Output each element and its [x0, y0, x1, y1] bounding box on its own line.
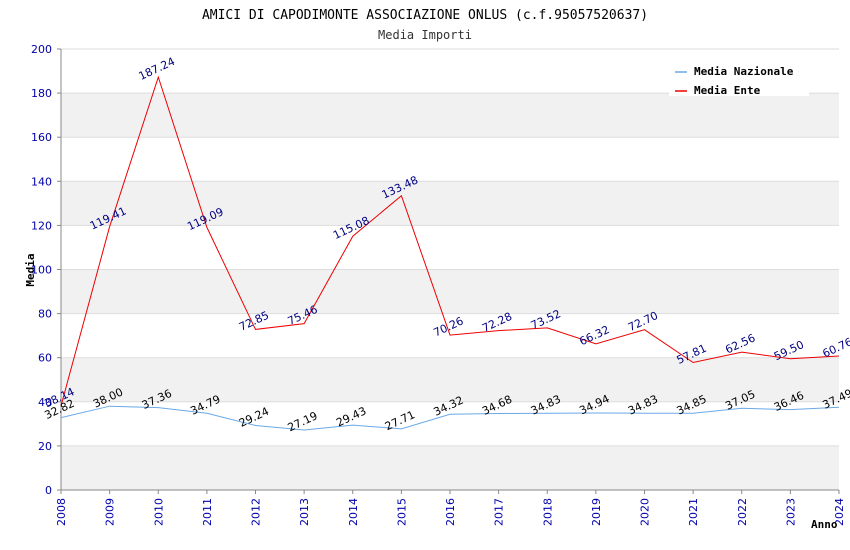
x-axis-ticks: 2008 2009 2010 2011 2012 2013 2014 2015 2016 2017… — [55, 498, 846, 526]
y-axis-label: Media — [24, 253, 37, 286]
y-tick-label: 40 — [38, 396, 52, 409]
x-tick-label: 2015 — [395, 498, 408, 526]
y-tick-label: 100 — [31, 264, 52, 277]
y-tick-label: 0 — [45, 484, 52, 497]
y-tick-label: 180 — [31, 87, 52, 100]
y-tick-label: 20 — [38, 440, 52, 453]
x-tick-label: 2014 — [347, 498, 360, 526]
y-tick-label: 120 — [31, 219, 52, 232]
y-axis-ticks: 0 20 40 60 80 100 120 140 160 180 200 — [31, 43, 52, 497]
series-line-media-nazionale — [60, 405, 840, 431]
grid-band — [61, 181, 839, 226]
chart-title: AMICI DI CAPODIMONTE ASSOCIAZIONE ONLUS … — [202, 8, 648, 23]
x-tick-label: 2008 — [55, 498, 68, 526]
plot-background — [61, 93, 839, 490]
x-tick-label: 2018 — [541, 498, 554, 526]
data-label: 70.26 — [431, 314, 465, 339]
x-tick-label: 2020 — [639, 498, 652, 526]
y-tick-label: 60 — [38, 352, 52, 365]
x-tick-label: 2023 — [784, 498, 797, 526]
legend: Media Nazionale Media Ente — [669, 60, 809, 97]
series-lines — [60, 75, 840, 431]
data-label: 66.32 — [577, 323, 611, 348]
legend-label-media-nazionale: Media Nazionale — [694, 65, 794, 78]
grid-band — [61, 269, 839, 314]
chart-subtitle: Media Importi — [378, 28, 472, 42]
x-tick-label: 2012 — [250, 498, 263, 526]
data-label: 27.19 — [286, 409, 320, 434]
grid-band — [61, 93, 839, 138]
y-tick-label: 160 — [31, 131, 52, 144]
y-tick-label: 80 — [38, 308, 52, 321]
grid-band — [61, 445, 839, 490]
x-tick-label: 2022 — [736, 498, 749, 526]
x-tick-label: 2021 — [687, 498, 700, 526]
series-line-media-ente — [60, 75, 840, 407]
y-tick-label: 200 — [31, 43, 52, 56]
grid-band — [61, 357, 839, 402]
x-tick-label: 2010 — [152, 498, 165, 526]
axes — [57, 48, 840, 494]
data-label: 187.24 — [137, 55, 177, 83]
x-tick-label: 2024 — [833, 498, 846, 526]
y-tick-label: 140 — [31, 175, 52, 188]
x-tick-label: 2009 — [104, 498, 117, 526]
x-tick-label: 2019 — [590, 498, 603, 526]
x-axis-label: Anno — [811, 518, 838, 531]
data-label: 27.71 — [383, 408, 417, 433]
grid-lines — [61, 48, 839, 447]
legend-box — [669, 60, 809, 96]
x-tick-label: 2016 — [444, 498, 457, 526]
legend-label-media-ente: Media Ente — [694, 84, 761, 97]
x-tick-label: 2013 — [298, 498, 311, 526]
x-tick-label: 2017 — [493, 498, 506, 526]
x-tick-label: 2011 — [201, 498, 214, 526]
